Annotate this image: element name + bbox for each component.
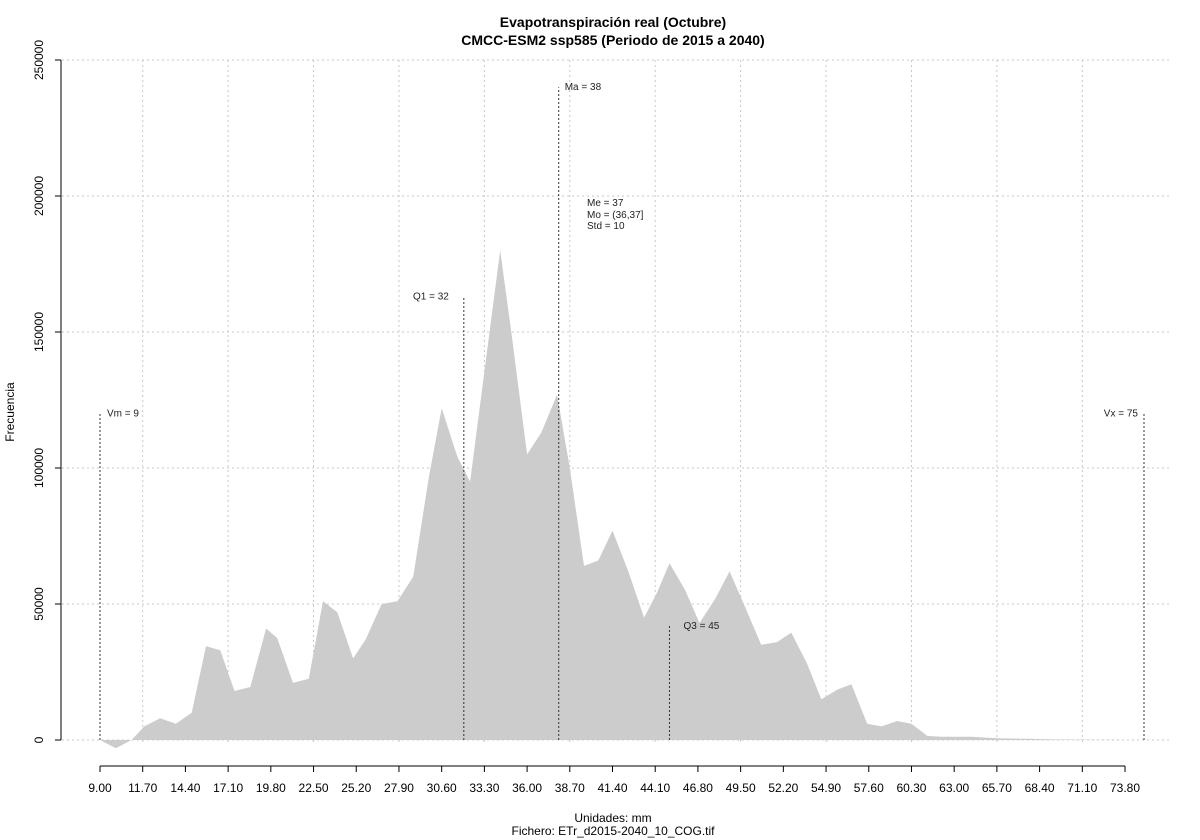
x-tick-label: 44.10 bbox=[640, 781, 670, 795]
mode-label: Mo = (36,37] bbox=[587, 210, 644, 221]
y-tick-label: 200000 bbox=[32, 176, 46, 216]
max-value-label: Vx = 75 bbox=[1104, 409, 1139, 420]
x-tick-label: 41.40 bbox=[597, 781, 627, 795]
x-tick-label: 46.80 bbox=[683, 781, 713, 795]
y-axis-label: Frecuencia bbox=[3, 382, 17, 442]
x-tick-label: 19.80 bbox=[256, 781, 286, 795]
file-caption: Fichero: ETr_d2015-2040_10_COG.tif bbox=[512, 824, 716, 838]
x-tick-label: 25.20 bbox=[341, 781, 371, 795]
q1-label: Q1 = 32 bbox=[413, 292, 449, 303]
x-tick-label: 36.00 bbox=[512, 781, 542, 795]
x-tick-label: 11.70 bbox=[128, 781, 157, 795]
x-tick-label: 52.20 bbox=[768, 781, 798, 795]
std-label: Std = 10 bbox=[587, 221, 625, 232]
chart-subtitle: CMCC-ESM2 ssp585 (Periodo de 2015 a 2040… bbox=[461, 32, 764, 48]
x-tick-label: 65.70 bbox=[982, 781, 1012, 795]
x-tick-label: 49.50 bbox=[726, 781, 756, 795]
x-tick-label: 30.60 bbox=[427, 781, 457, 795]
y-tick-label: 0 bbox=[32, 736, 46, 743]
x-tick-label: 60.30 bbox=[896, 781, 926, 795]
x-tick-label: 57.60 bbox=[854, 781, 884, 795]
mean-label: Ma = 38 bbox=[565, 82, 602, 93]
y-tick-label: 50000 bbox=[32, 587, 46, 621]
grid-layer bbox=[62, 59, 1170, 742]
y-tick-label: 100000 bbox=[32, 448, 46, 488]
q3-label: Q3 = 45 bbox=[683, 621, 719, 632]
x-tick-label: 22.50 bbox=[299, 781, 329, 795]
x-tick-label: 27.90 bbox=[384, 781, 414, 795]
y-tick-label: 150000 bbox=[32, 312, 46, 352]
x-tick-label: 68.40 bbox=[1025, 781, 1055, 795]
x-tick-label: 17.10 bbox=[213, 781, 243, 795]
chart-title: Evapotranspiración real (Octubre) bbox=[500, 14, 726, 30]
x-tick-label: 63.00 bbox=[939, 781, 969, 795]
frequency-area bbox=[100, 250, 1144, 749]
x-tick-label: 71.10 bbox=[1067, 781, 1097, 795]
x-tick-label: 73.80 bbox=[1110, 781, 1140, 795]
x-tick-label: 54.90 bbox=[811, 781, 841, 795]
median-label: Me = 37 bbox=[587, 198, 624, 209]
x-axis-label: Unidades: mm bbox=[574, 811, 651, 825]
x-tick-label: 33.30 bbox=[469, 781, 499, 795]
axes-layer: 0 50000 100000 150000 200000 250000 9.00 11.70 1… bbox=[32, 40, 1140, 795]
min-value-label: Vm = 9 bbox=[107, 409, 139, 420]
x-tick-label: 38.70 bbox=[555, 781, 585, 795]
x-tick-label: 14.40 bbox=[170, 781, 200, 795]
x-tick-label: 9.00 bbox=[88, 781, 112, 795]
y-tick-label: 250000 bbox=[32, 40, 46, 80]
